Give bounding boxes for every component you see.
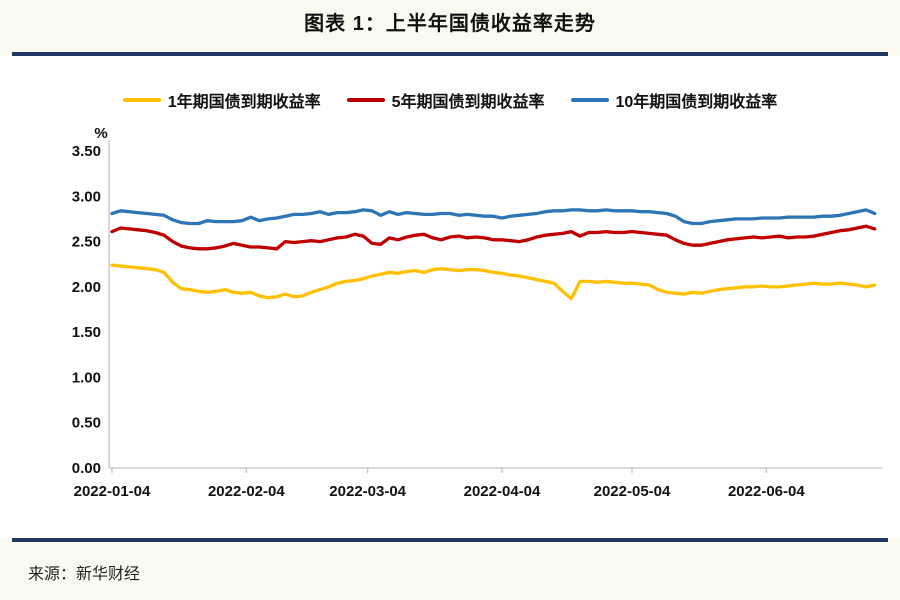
figure-title: 图表 1：上半年国债收益率走势 <box>304 13 596 35</box>
source-note: 来源：新华财经 <box>28 566 141 583</box>
legend-label-10y: 10年期国债到期收益率 <box>615 94 778 111</box>
legend-line-swatch-1y <box>122 98 161 102</box>
legend-label-5y: 5年期国债到期收益率 <box>391 94 545 111</box>
chart-panel <box>0 56 900 538</box>
chart-legend: 1年期国债到期收益率 5年期国债到期收益率 10年期国债到期收益率 <box>0 88 900 112</box>
bottom-rule <box>12 538 888 542</box>
legend-label-1y: 1年期国债到期收益率 <box>167 94 321 111</box>
legend-line-swatch-5y <box>346 98 385 102</box>
legend-line-swatch-10y <box>570 98 609 102</box>
legend-item-5y: 5年期国债到期收益率 <box>346 88 545 112</box>
legend-item-1y: 1年期国债到期收益率 <box>122 88 321 112</box>
top-rule <box>12 52 888 56</box>
legend-item-10y: 10年期国债到期收益率 <box>570 88 778 112</box>
